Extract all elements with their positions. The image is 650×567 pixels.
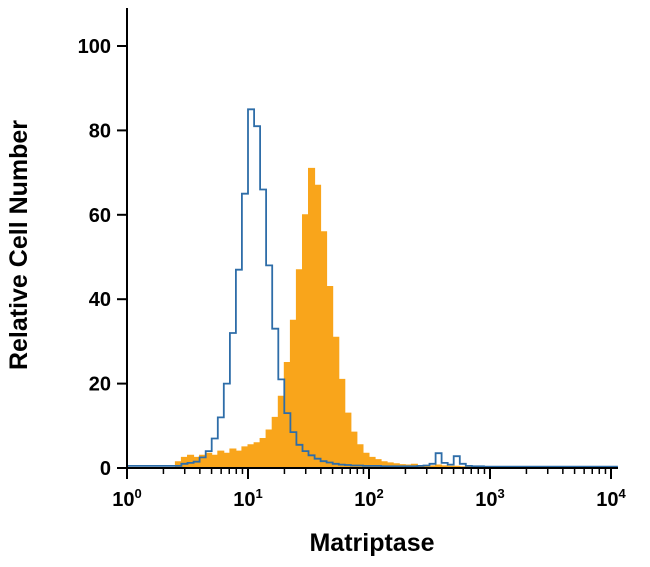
- x-tick-label: 103: [475, 486, 504, 511]
- axes-group: 0 20 40 60 80 100 100 101 102 103 104: [78, 8, 627, 511]
- x-tick-label: 102: [354, 486, 383, 511]
- x-tick-label: 101: [233, 486, 262, 511]
- y-tick-label: 0: [100, 458, 111, 480]
- x-tick-label: 100: [112, 486, 141, 511]
- plot-content: 0 20 40 60 80 100 100 101 102 103 104: [78, 8, 627, 511]
- y-tick-label: 40: [89, 289, 111, 311]
- y-tick-label: 80: [89, 120, 111, 142]
- y-tick-label: 100: [78, 36, 111, 58]
- y-tick-label: 60: [89, 205, 111, 227]
- x-axis-label: Matriptase: [309, 529, 434, 557]
- x-tick-label: 104: [596, 486, 626, 511]
- series-group: [126, 108, 618, 469]
- y-axis-label: Relative Cell Number: [5, 120, 33, 370]
- y-tick-label: 20: [89, 374, 111, 396]
- open-histogram-path: [126, 108, 618, 468]
- filled-histogram-path: [174, 167, 515, 469]
